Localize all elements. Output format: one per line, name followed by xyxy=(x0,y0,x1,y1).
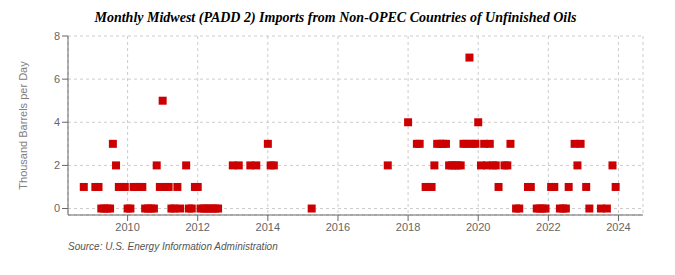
svg-text:2018: 2018 xyxy=(396,221,420,233)
html-text:Source: U.S. Energy Informatio: Source: U.S. Energy Information Administ… xyxy=(68,241,278,252)
svg-text:2: 2 xyxy=(54,159,60,171)
svg-text:Thousand Barrels per Day: Thousand Barrels per Day xyxy=(17,61,29,190)
svg-text:2012: 2012 xyxy=(185,221,209,233)
svg-text:2024: 2024 xyxy=(606,221,630,233)
svg-text:8: 8 xyxy=(54,30,60,42)
html-text:Monthly Midwest (PADD 2) Impor: Monthly Midwest (PADD 2) Imports from No… xyxy=(94,10,577,25)
svg-text:2010: 2010 xyxy=(115,221,139,233)
svg-text:2016: 2016 xyxy=(326,221,350,233)
svg-text:6: 6 xyxy=(54,73,60,85)
svg-text:2020: 2020 xyxy=(466,221,490,233)
svg-text:4: 4 xyxy=(54,116,60,128)
svg-text:0: 0 xyxy=(54,202,60,214)
svg-text:2014: 2014 xyxy=(256,221,280,233)
svg-text:2022: 2022 xyxy=(536,221,560,233)
